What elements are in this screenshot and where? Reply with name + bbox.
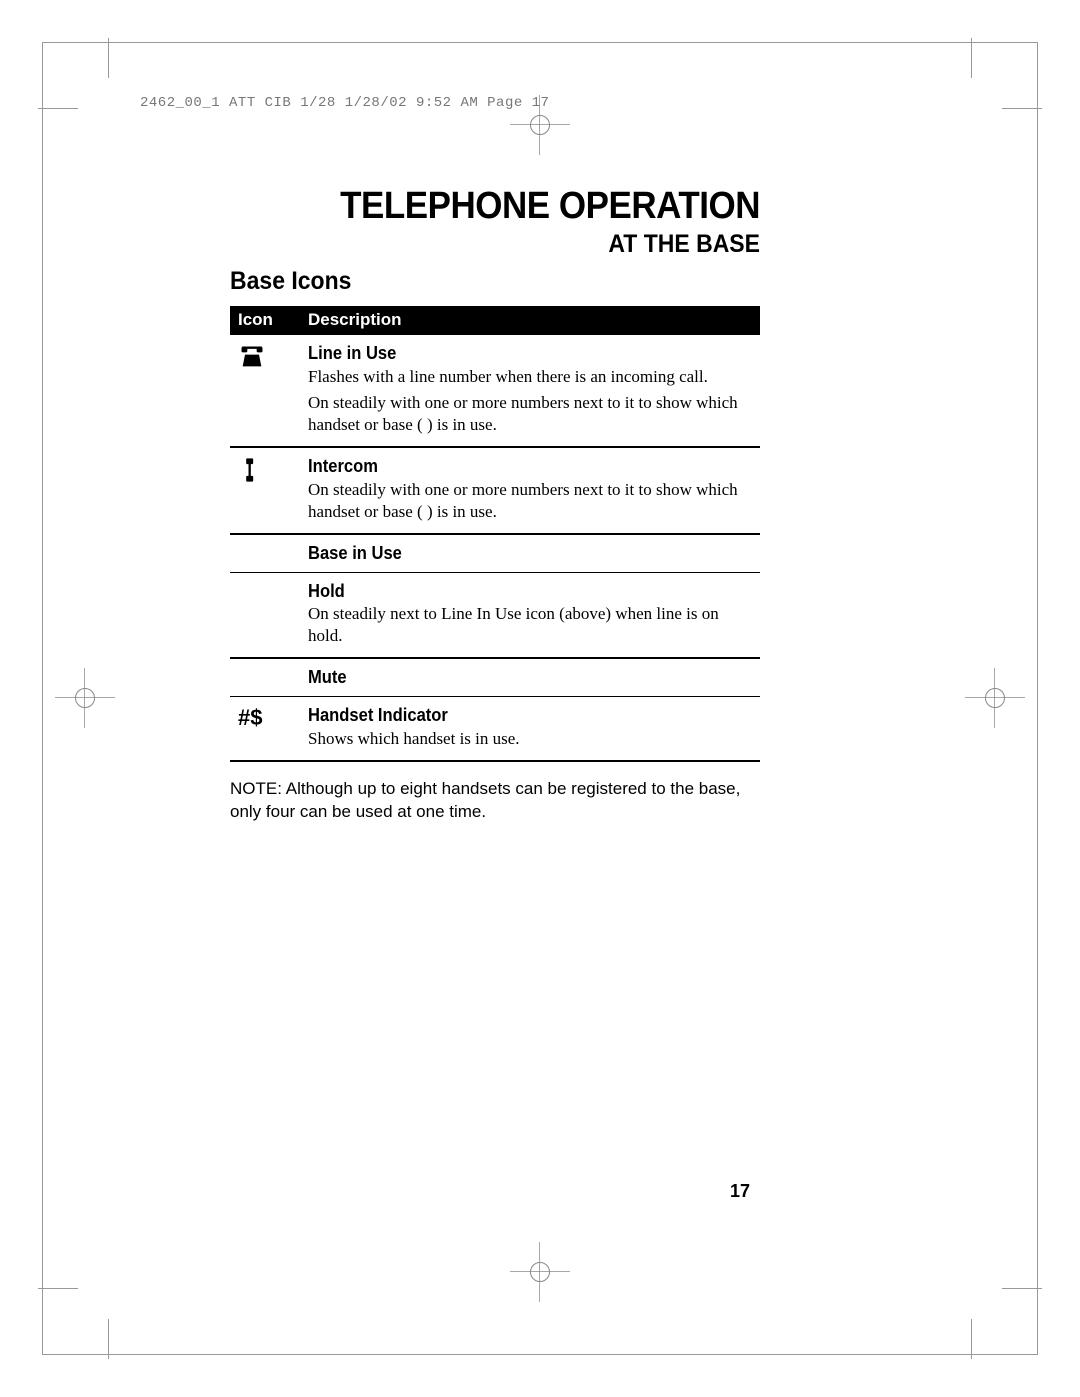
row-label: Hold [308, 581, 718, 602]
table-row: IntercomOn steadily with one or more num… [230, 448, 760, 535]
table-row: Base in Use [230, 535, 760, 573]
table-header: Icon Description [230, 306, 760, 335]
crop-mark [78, 78, 138, 138]
page-content: TELEPHONE OPERATION AT THE BASE Base Ico… [230, 185, 760, 824]
row-body: Mute [308, 667, 760, 690]
registration-mark [525, 110, 555, 140]
row-body: Base in Use [308, 543, 760, 566]
row-body: Line in UseFlashes with a line number wh… [308, 343, 760, 440]
mute-icon [230, 667, 308, 690]
row-body: HoldOn steadily next to Line In Use icon… [308, 581, 760, 652]
registration-mark [980, 683, 1010, 713]
row-description: On steadily next to Line In Use icon (ab… [308, 603, 754, 647]
crop-mark [942, 78, 1002, 138]
page-title: TELEPHONE OPERATION [272, 185, 760, 228]
base-in-use-icon [230, 543, 308, 566]
table-row: Line in UseFlashes with a line number wh… [230, 335, 760, 448]
table-rows: Line in UseFlashes with a line number wh… [230, 335, 760, 762]
registration-mark [70, 683, 100, 713]
row-label: Line in Use [308, 343, 718, 364]
handset-indicator-icon: #$ [230, 705, 308, 754]
crop-mark [942, 1259, 1002, 1319]
hold-icon [230, 581, 308, 652]
note-text: NOTE: Although up to eight handsets can … [230, 778, 760, 824]
table-row: #$Handset IndicatorShows which handset i… [230, 697, 760, 762]
row-label: Base in Use [308, 543, 718, 564]
crop-mark [78, 1259, 138, 1319]
table-row: HoldOn steadily next to Line In Use icon… [230, 573, 760, 660]
header-meta: 2462_00_1 ATT CIB 1/28 1/28/02 9:52 AM P… [140, 95, 549, 111]
col-desc-header: Description [308, 310, 752, 330]
section-heading: Base Icons [230, 267, 718, 296]
page-subtitle: AT THE BASE [272, 230, 760, 259]
row-body: Handset IndicatorShows which handset is … [308, 705, 760, 754]
row-description: Shows which handset is in use. [308, 728, 754, 750]
intercom-icon [230, 456, 308, 527]
table-row: Mute [230, 659, 760, 697]
page-number: 17 [730, 1181, 750, 1202]
row-description: Flashes with a line number when there is… [308, 366, 754, 436]
row-description: On steadily with one or more numbers nex… [308, 479, 754, 523]
line-in-use-icon [230, 343, 308, 440]
row-label: Intercom [308, 456, 718, 477]
registration-mark [525, 1257, 555, 1287]
row-body: IntercomOn steadily with one or more num… [308, 456, 760, 527]
row-label: Handset Indicator [308, 705, 718, 726]
row-label: Mute [308, 667, 718, 688]
col-icon-header: Icon [238, 310, 308, 330]
